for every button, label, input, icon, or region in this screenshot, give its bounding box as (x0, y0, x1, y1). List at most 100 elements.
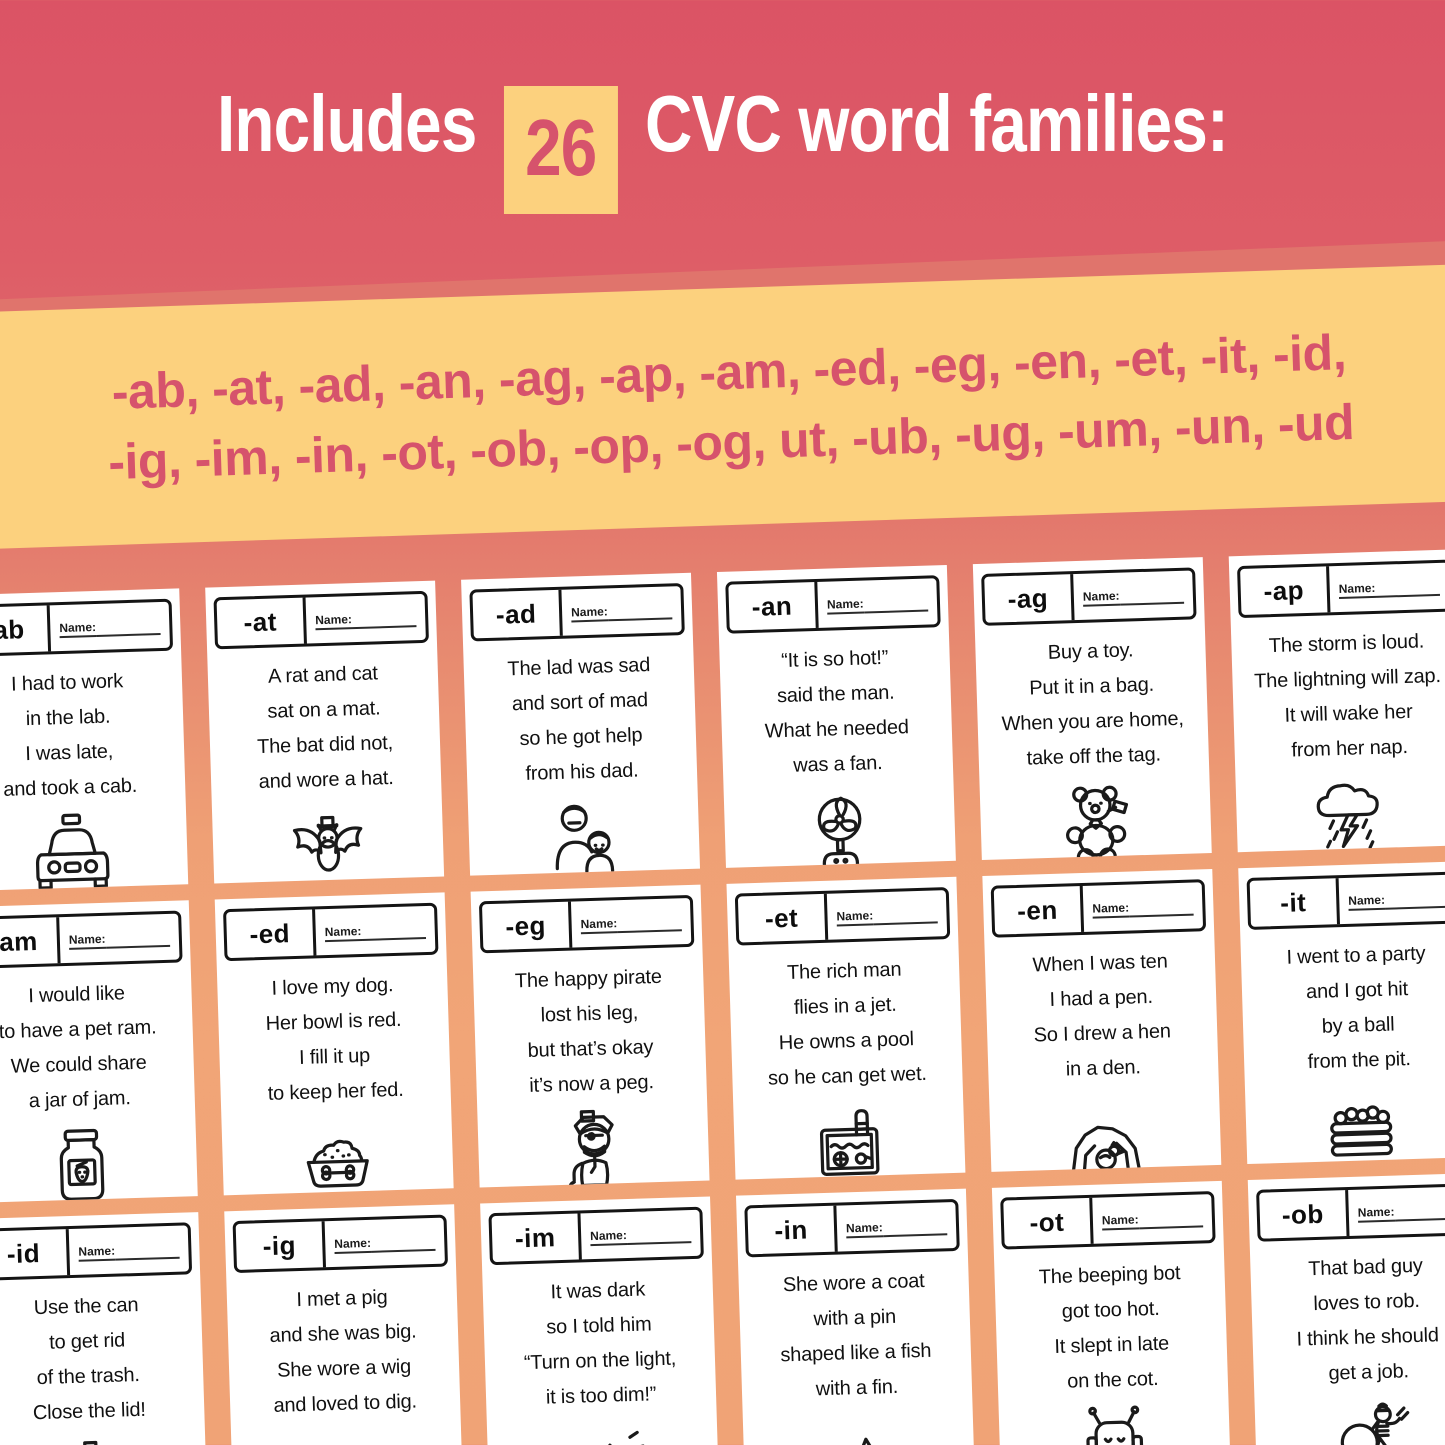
card-story: I had to work in the lab. I was late, and t… (0, 663, 178, 809)
fish-icon (751, 1407, 968, 1445)
robber-icon (1262, 1391, 1445, 1445)
name-label: Name: (69, 932, 106, 950)
card-header: -ap Name: (1237, 559, 1445, 619)
worksheet-card: -ob Name: That bad guy loves to rob. I thi… (1247, 1173, 1445, 1445)
worksheet-grid: -ab Name: I had to work in the lab. I was … (0, 549, 1445, 1445)
family-label: -eg (481, 901, 573, 951)
name-label: Name: (1102, 1212, 1139, 1231)
storm-cloud-icon (1243, 767, 1445, 852)
story-line: to keep her fed. (267, 1078, 404, 1105)
trash-can-icon (0, 1430, 200, 1445)
worksheet-card: -im Name: It was dark so I told him “Turn … (480, 1196, 720, 1445)
name-label: Name: (580, 916, 618, 935)
story-line: get a job. (1328, 1360, 1410, 1385)
family-label: -id (0, 1229, 71, 1278)
pig-icon (239, 1422, 456, 1445)
family-label: -ob (1259, 1189, 1350, 1239)
name-field: Name: (325, 1218, 445, 1268)
count-badge: 26 (503, 86, 618, 214)
worksheet-card: -ap Name: The storm is loud. The lightnin… (1228, 549, 1445, 853)
name-underline (114, 1242, 180, 1261)
card-story: The happy pirate lost his leg, but that’s … (481, 959, 699, 1105)
family-label: -ag (984, 574, 1075, 623)
card-story: I met a pig and she was big. She wore a wi… (234, 1279, 452, 1425)
worksheet-card: -eg Name: The happy pirate lost his leg, b… (470, 884, 710, 1188)
story-line: The lightning will zap. (1253, 664, 1442, 693)
name-underline (607, 603, 673, 622)
card-story: The beeping bot got too hot. It slept in l… (1002, 1255, 1220, 1401)
card-story: She wore a coat with a pin shaped like a f… (746, 1263, 964, 1409)
name-field: Name: (1339, 874, 1445, 924)
dog-bowl-icon (229, 1111, 446, 1196)
father-child-icon (476, 791, 693, 876)
headline-prefix: Includes (216, 79, 477, 168)
name-label: Name: (59, 620, 97, 639)
card-header: -ig Name: (232, 1214, 449, 1274)
family-label: -am (0, 917, 61, 966)
family-label: -ad (472, 589, 563, 639)
worksheet-card: -en Name: When I was ten I had a pen. So I… (982, 868, 1222, 1172)
card-story: A rat and cat sat on a mat. The bat did no… (215, 655, 433, 801)
worksheet-card: -an Name: “It is so hot!” said the man. Wh… (716, 564, 956, 868)
card-header: -id Name: (0, 1222, 193, 1281)
card-header: -am Name: (0, 910, 183, 970)
worksheet-card: -ad Name: The lad was sad and sort of mad… (461, 572, 701, 876)
name-field: Name: (580, 1210, 700, 1260)
name-label: Name: (325, 924, 362, 943)
story-line: loves to rob. (1313, 1289, 1421, 1316)
card-story: Use the can to get rid of the trash. Close … (0, 1286, 197, 1432)
card-header: -im Name: (488, 1206, 704, 1266)
family-label: -an (728, 581, 819, 631)
story-line: with a fin. (815, 1375, 899, 1401)
name-label: Name: (1348, 893, 1386, 911)
card-header: -ot Name: (1000, 1191, 1216, 1250)
family-label: -ap (1240, 566, 1331, 615)
card-story: When I was ten I had a pen. So I drew a he… (993, 943, 1211, 1089)
flashlight-icon (495, 1415, 712, 1445)
card-story: The lad was sad and sort of mad so he got … (471, 647, 689, 793)
name-label: Name: (1358, 1205, 1395, 1223)
story-line: and took a cab. (3, 774, 138, 801)
story-line: take off the tag. (1026, 743, 1162, 770)
card-story: The rich man flies in a jet. He owns a poo… (737, 951, 955, 1097)
name-underline (95, 618, 161, 637)
worksheet-card: -ot Name: The beeping bot got too hot. It … (991, 1180, 1231, 1445)
name-underline (863, 595, 929, 614)
card-header: -et Name: (734, 887, 951, 946)
bat-icon (220, 799, 437, 884)
family-label: -it (1249, 878, 1340, 927)
story-line: shaped like a fish (780, 1339, 932, 1367)
word-families-banner: -ab, -at, -ad, -an, -ag, -ap, -am, -ed, … (0, 263, 1445, 550)
story-line: so he can get wet. (767, 1062, 928, 1090)
card-story: The storm is loud. The lightning will zap… (1239, 624, 1445, 770)
story-line: and loved to dig. (273, 1390, 418, 1417)
name-field: Name: (1092, 1194, 1212, 1244)
name-underline (1384, 891, 1445, 910)
worksheet-card: -ag Name: Buy a toy. Put it in a bag. When… (972, 557, 1212, 861)
name-label: Name: (846, 1220, 884, 1239)
worksheet-card: -id Name: Use the can to get rid of the tr… (0, 1212, 208, 1445)
name-underline (1375, 579, 1441, 598)
name-underline (351, 611, 417, 630)
name-underline (626, 1227, 692, 1246)
taxi-icon (0, 807, 181, 892)
name-underline (105, 930, 171, 949)
name-field: Name: (59, 914, 179, 964)
name-field: Name: (1073, 570, 1193, 620)
teddy-bear-icon (987, 775, 1204, 861)
fan-icon (732, 783, 949, 868)
worksheet-card: -ig Name: I met a pig and she was big. She… (224, 1204, 464, 1445)
name-underline (882, 1219, 948, 1238)
card-story: I went to a party and I got hit by a ball f… (1248, 935, 1445, 1081)
name-field: Name: (827, 890, 947, 940)
story-line: and I got hit (1305, 978, 1409, 1004)
family-label: -ot (1003, 1197, 1094, 1247)
name-underline (1394, 1203, 1445, 1222)
story-line: That bad guy (1307, 1254, 1423, 1281)
name-label: Name: (1339, 581, 1376, 599)
name-label: Name: (1092, 901, 1130, 919)
story-line: I think he should (1296, 1324, 1440, 1351)
card-header: -ab Name: (0, 598, 174, 658)
card-header: -at Name: (213, 590, 429, 650)
name-field: Name: (1348, 1186, 1445, 1236)
